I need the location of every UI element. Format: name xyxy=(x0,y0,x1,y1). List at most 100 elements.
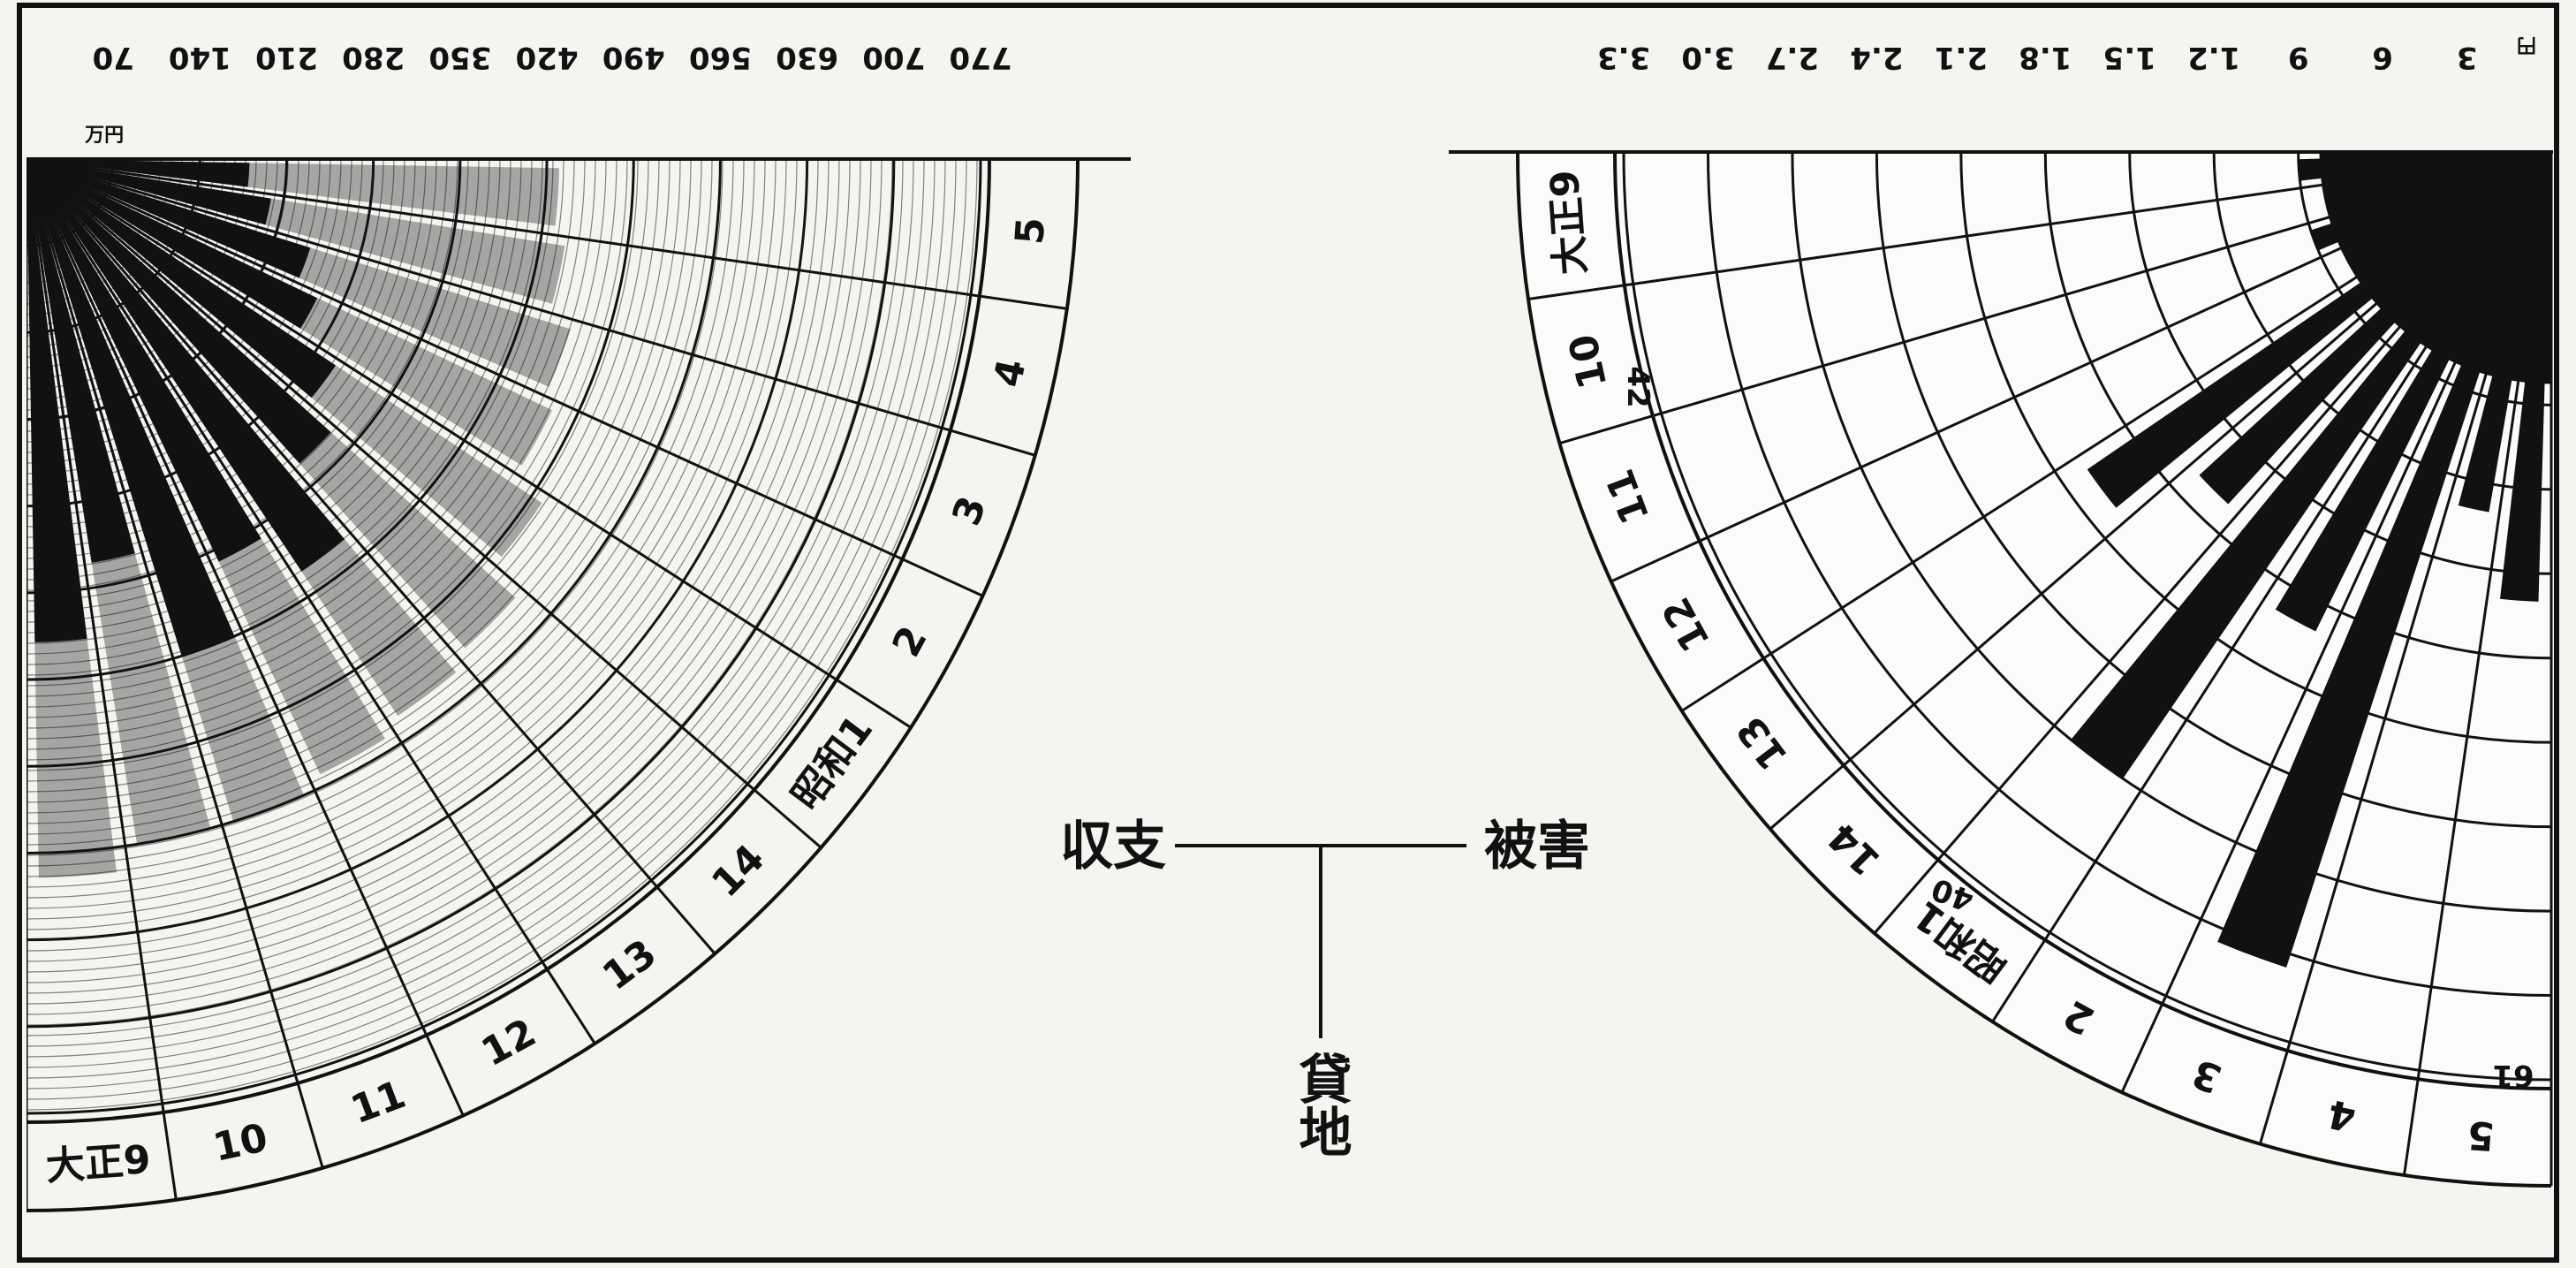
hatch-ring xyxy=(27,159,511,644)
bar-solid xyxy=(2199,152,2551,505)
hatch-ring xyxy=(27,159,755,888)
bar-solid xyxy=(27,159,336,399)
spoke xyxy=(27,159,1068,310)
hatch-ring xyxy=(27,159,490,623)
ring-label-year: 5 xyxy=(2466,1112,2496,1158)
bar-solid xyxy=(2310,152,2551,251)
axis-tick-label: 420 xyxy=(516,40,579,75)
hatch-ring xyxy=(27,159,522,655)
bar-solid xyxy=(27,159,135,563)
ring-label-year: 4 xyxy=(985,355,1034,391)
hatch-ring xyxy=(27,159,596,729)
bar-solid xyxy=(27,159,345,572)
hatch-ring xyxy=(27,159,819,952)
spoke xyxy=(27,159,178,1201)
grid-ring xyxy=(1875,152,2552,829)
axis-tick-label: 3 xyxy=(2457,40,2478,75)
hatch-ring xyxy=(27,159,639,771)
bar-solid xyxy=(2071,152,2551,779)
axis-tick-label: 770 xyxy=(950,40,1012,75)
axis-tick-label: 350 xyxy=(428,40,491,75)
hatch-ring xyxy=(27,159,957,1090)
hatch-ring xyxy=(27,159,830,962)
hatch-ring xyxy=(27,159,861,994)
ring-outer-edge xyxy=(27,159,1080,1212)
grid-ring xyxy=(1706,152,2552,998)
ring-label-year: 大正9 xyxy=(44,1137,152,1189)
bar-solid xyxy=(2450,152,2551,210)
center-connector: 収支 被害 貸地 xyxy=(1060,816,1590,1158)
hatch-ring xyxy=(27,159,914,1047)
hatch-ring xyxy=(27,159,501,634)
hatch-ring xyxy=(27,159,787,920)
hatch-ring xyxy=(27,159,586,718)
bar-solid xyxy=(2275,152,2551,632)
hatch-ring xyxy=(27,159,734,867)
hatch-ring xyxy=(27,159,575,708)
axis-tick-label: 2.1 xyxy=(1935,40,1988,75)
hatch-ring xyxy=(27,159,543,676)
hatch-ring xyxy=(27,159,893,1026)
hatch-ring xyxy=(27,159,724,856)
ring-inner-edge xyxy=(27,159,991,1124)
ring-label-year: 5 xyxy=(1007,216,1054,246)
grid-ring xyxy=(1622,152,2552,1082)
bar-solid xyxy=(27,159,87,642)
axis-tick-label: 210 xyxy=(255,40,318,75)
hatch-ring xyxy=(27,159,458,591)
grid-ring xyxy=(27,159,982,1115)
hatch-ring xyxy=(27,159,660,793)
axis-tick-label: 2.7 xyxy=(1766,40,1819,75)
ring-label-year: 2 xyxy=(883,619,936,664)
center-bottom-label: 貸地 xyxy=(1290,1052,1352,1158)
hatch-ring xyxy=(27,159,936,1068)
axis-tick-label: 1.2 xyxy=(2187,40,2240,75)
grid-ring xyxy=(27,159,896,1029)
hatch-ring xyxy=(27,159,448,581)
grid-ring xyxy=(27,159,549,681)
bar-solid xyxy=(27,159,271,225)
axis-tick-label: 630 xyxy=(776,40,838,75)
hatch-ring xyxy=(27,159,967,1100)
hatch-ring xyxy=(27,159,564,697)
bar-solid xyxy=(2087,152,2551,508)
bar-solid xyxy=(2500,152,2551,602)
spoke xyxy=(27,159,596,1044)
ring-outer-edge xyxy=(1516,152,2552,1188)
axis-tick-label: 70 xyxy=(93,40,134,75)
ring-label-year: 13 xyxy=(595,930,665,999)
axis-tick-label: 3.3 xyxy=(1597,40,1650,75)
hatch-ring xyxy=(27,159,851,983)
spoke xyxy=(27,159,324,1169)
hatch-ring xyxy=(27,159,554,687)
bar-solid xyxy=(2384,152,2551,195)
ring-label-year: 3 xyxy=(943,490,995,532)
hatch-ring xyxy=(27,159,681,814)
grid-ring xyxy=(27,159,635,768)
bar-solid xyxy=(2298,152,2551,181)
axis-tick-label: 560 xyxy=(689,40,752,75)
axis-tick-label: 3.0 xyxy=(1681,40,1734,75)
grid-ring xyxy=(1959,152,2552,744)
spoke xyxy=(27,159,716,955)
spoke xyxy=(27,159,1036,457)
hatch-ring xyxy=(27,159,808,941)
hatch-ring xyxy=(27,159,713,846)
hatch-ring xyxy=(27,159,872,1005)
axis-tick-label: 6 xyxy=(2372,40,2393,75)
axis-tick-label: 1.5 xyxy=(2103,40,2156,75)
bar-solid xyxy=(27,159,261,562)
bar-solid xyxy=(27,159,311,278)
center-left-label: 収支 xyxy=(1060,816,1166,877)
spoke xyxy=(27,159,465,1117)
hatch-ring xyxy=(27,159,840,973)
hatch-ring xyxy=(27,159,480,612)
hatch-ring xyxy=(27,159,798,930)
axis-tick-label: 700 xyxy=(862,40,925,75)
ring-inner-edge xyxy=(1613,152,2552,1090)
ring-label-year: 10 xyxy=(209,1115,272,1171)
axis-tick-label: 140 xyxy=(169,40,231,75)
